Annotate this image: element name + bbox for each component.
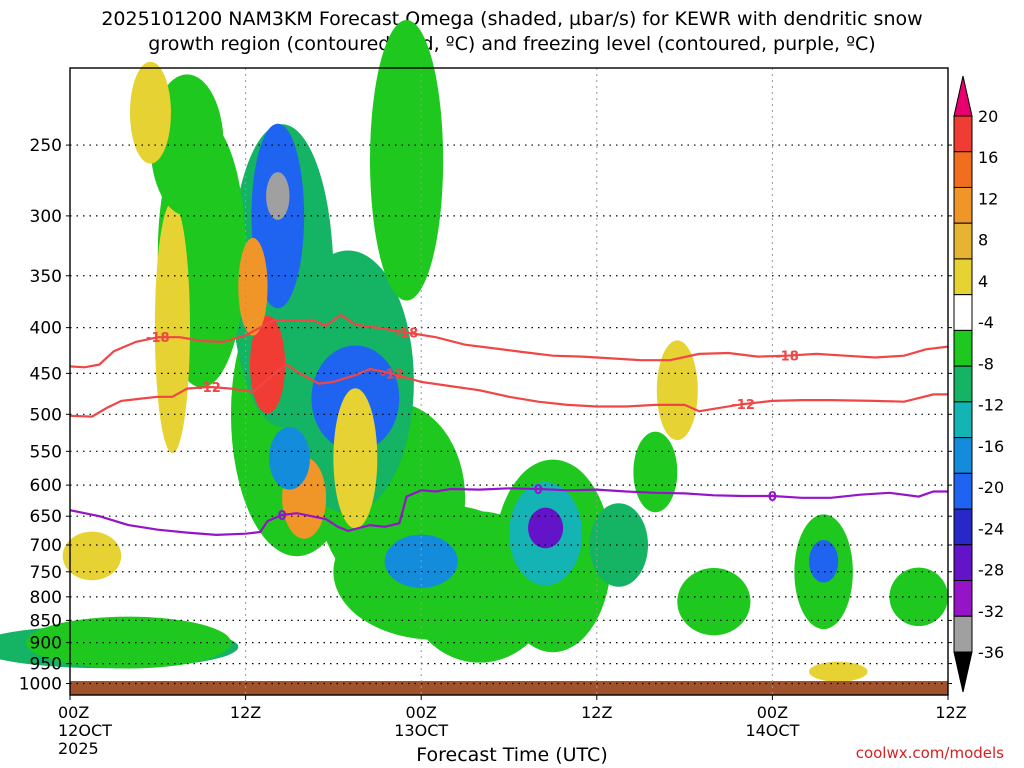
y-tick-label-400: 400 <box>30 319 62 339</box>
omega-cell-30 <box>528 507 564 549</box>
y-tick-label-700: 700 <box>30 536 62 556</box>
x-tick-label-4-1: 14OCT <box>745 721 799 740</box>
omega-cell-26 <box>249 315 286 414</box>
y-tick-label-500: 500 <box>30 405 62 425</box>
omega-cell-15 <box>589 503 649 587</box>
contour-label-0-1: -18 <box>395 326 419 341</box>
colorbar-label-0: 20 <box>978 107 998 126</box>
colorbar-box-14 <box>953 580 973 617</box>
contour-layer: -18 -18 -18 -12 -12 -12 0 0 0 <box>69 313 949 537</box>
colorbar-label-8: -16 <box>978 437 1004 456</box>
ground-layer <box>70 681 948 695</box>
x-tick-label-0-0: 00Z <box>58 703 89 722</box>
x-tick-label-4-0: 00Z <box>757 703 788 722</box>
colorbar-box-9 <box>953 401 973 439</box>
colorbar-label-5: -4 <box>978 313 994 332</box>
colorbar-label-12: -32 <box>978 602 1004 621</box>
omega-cell-24 <box>62 531 122 581</box>
colorbar-box-11 <box>953 472 973 510</box>
omega-cell-20 <box>889 567 948 627</box>
contour-label-1-2: -12 <box>731 398 755 413</box>
omega-cell-23 <box>633 431 678 513</box>
y-tick-label-350: 350 <box>30 267 62 287</box>
colorbar-label-10: -24 <box>978 519 1004 538</box>
chart-title-line-1: 2025101200 NAM3KM Forecast Omega (shaded… <box>101 8 923 30</box>
y-tick-label-550: 550 <box>30 442 62 462</box>
y-tick-label-250: 250 <box>30 136 62 156</box>
omega-cell-14 <box>677 568 751 636</box>
omega-cell-29 <box>238 237 268 336</box>
colorbar-label-3: 8 <box>978 231 988 250</box>
colorbar-label-2: 12 <box>978 189 998 208</box>
colorbar-label-13: -36 <box>978 643 1004 662</box>
colorbar-label-6: -8 <box>978 354 994 373</box>
contour-2 <box>69 487 948 537</box>
contour-1 <box>69 363 948 418</box>
colorbar-label-9: -20 <box>978 478 1004 497</box>
colorbar: 20 16 12 8 4 -4 -8 -12 -16 -20 -24 -28 -32 -36 <box>953 75 1004 693</box>
x-tick-label-5-0: 12Z <box>935 703 966 722</box>
contour-label-0-0: -18 <box>146 331 170 346</box>
contour-label-0-2: -18 <box>775 350 799 365</box>
credit-text: coolwx.com/models <box>855 744 1004 762</box>
omega-cell-11 <box>369 20 444 301</box>
colorbar-label-1: 16 <box>978 148 998 167</box>
x-tick-label-3-0: 12Z <box>581 703 612 722</box>
omega-cell-27 <box>269 427 310 490</box>
x-tick-label-2-1: 13OCT <box>394 721 448 740</box>
y-tick-label-750: 750 <box>30 563 62 583</box>
colorbar-box-4 <box>953 222 973 260</box>
y-tick-label-1000: 1000 <box>19 675 62 695</box>
x-tick-label-0-1: 12OCT <box>58 721 112 740</box>
colorbar-box-15 <box>953 615 973 653</box>
omega-cell-33 <box>266 172 290 220</box>
omega-cell-16 <box>333 388 378 529</box>
colorbar-box-8 <box>953 365 973 403</box>
omega-cell-32 <box>808 539 839 583</box>
y-tick-label-450: 450 <box>30 364 62 384</box>
contour-label-2-0: 0 <box>278 509 287 524</box>
colorbar-box-2 <box>953 151 973 188</box>
colorbar-bottom-triangle <box>953 651 973 693</box>
y-tick-label-800: 800 <box>30 588 62 608</box>
plot-frame <box>69 67 949 696</box>
colorbar-label-4: 4 <box>978 272 988 291</box>
colorbar-label-11: -28 <box>978 561 1004 580</box>
colorbar-box-13 <box>953 544 973 582</box>
x-tick-label-0-2: 2025 <box>58 739 99 758</box>
colorbar-label-7: -12 <box>978 396 1004 415</box>
colorbar-box-12 <box>953 508 973 546</box>
omega-cell-25 <box>656 340 698 441</box>
ground-terrain <box>70 681 948 695</box>
colorbar-box-1 <box>953 115 973 153</box>
contour-0 <box>69 313 949 369</box>
x-tick-label-2-0: 00Z <box>406 703 437 722</box>
colorbar-box-7 <box>953 329 973 367</box>
y-tick-label-300: 300 <box>30 207 62 227</box>
omega-cell-28 <box>808 661 868 682</box>
contour-label-2-2: 0 <box>768 490 777 505</box>
colorbar-box-10 <box>953 437 973 474</box>
colorbar-box-6 <box>953 294 973 331</box>
omega-shading-layer <box>0 20 948 682</box>
axis-layer: 250 300 350 400 450 500 550 600 650 700 750 800 850 9… <box>19 67 967 758</box>
contour-label-2-1: 0 <box>534 483 543 498</box>
contour-label-1-0: -12 <box>197 381 221 396</box>
colorbar-box-3 <box>953 186 973 224</box>
colorbar-box-5 <box>953 258 973 296</box>
omega-cell-31 <box>129 61 171 164</box>
y-tick-label-650: 650 <box>30 507 62 527</box>
y-tick-label-950: 950 <box>30 655 62 675</box>
x-tick-label-1-0: 12Z <box>230 703 261 722</box>
y-tick-label-850: 850 <box>30 611 62 631</box>
omega-cell-17 <box>154 202 190 454</box>
contour-label-1-1: -12 <box>380 367 404 382</box>
x-axis-label: Forecast Time (UTC) <box>416 744 608 766</box>
colorbar-top-triangle <box>953 75 973 117</box>
y-tick-label-600: 600 <box>30 476 62 496</box>
y-tick-label-900: 900 <box>30 634 62 654</box>
